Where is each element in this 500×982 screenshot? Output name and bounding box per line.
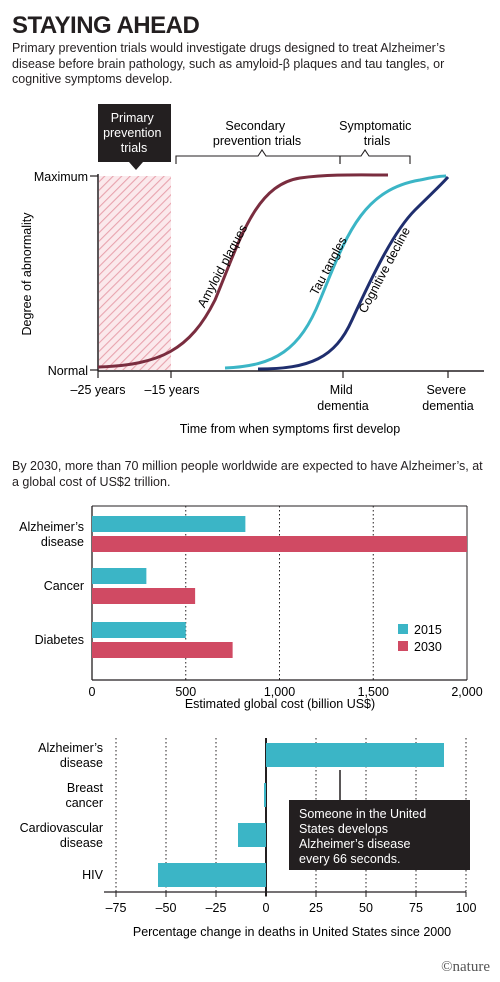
cost-x-axis-label: Estimated global cost (billion US$) xyxy=(185,697,375,711)
cost-chart: Alzheimer’s disease Cancer Diabetes 0 500 1,0… xyxy=(19,505,483,711)
deaths-x-tick: 50 xyxy=(359,901,373,915)
cost-bar-2030 xyxy=(92,536,467,552)
primary-line3: trials xyxy=(121,141,147,155)
legend-label-2030: 2030 xyxy=(414,640,442,654)
cost-bar-2015 xyxy=(92,568,147,584)
legend-swatch-2030 xyxy=(398,641,408,651)
amyloid-curve xyxy=(97,173,389,369)
annotation-line2: States develops xyxy=(299,822,388,836)
amyloid-label: Amyloid plaques xyxy=(195,222,250,310)
deaths-category-label: HIV xyxy=(82,868,104,882)
annotation-box xyxy=(289,800,470,870)
annotation-line4: every 66 seconds. xyxy=(299,852,400,866)
secondary-line1: Secondary xyxy=(225,119,286,133)
primary-trial-region xyxy=(99,176,171,370)
symptomatic-line2: trials xyxy=(364,134,390,148)
cognitive-label: Cognitive decline xyxy=(356,225,413,316)
x-tick-severe-line2: dementia xyxy=(422,399,473,413)
deaths-bar xyxy=(158,863,266,887)
deaths-category-label: Alzheimer’s disease xyxy=(38,741,103,770)
cost-x-tick: 2,000 xyxy=(451,685,482,699)
tau-curve xyxy=(224,174,447,370)
cost-x-tick: 500 xyxy=(175,685,196,699)
deaths-x-axis-label: Percentage change in deaths in United St… xyxy=(133,925,451,939)
x-tick-mild: Mild dementia xyxy=(317,383,368,413)
primary-trials-pointer xyxy=(129,162,143,170)
cost-bar-2030 xyxy=(92,642,233,658)
legend-swatch-2015 xyxy=(398,624,408,634)
deaths-x-tick: 100 xyxy=(456,901,477,915)
primary-line2: prevention xyxy=(103,126,161,140)
cost-category-label: Alzheimer’s disease xyxy=(19,520,84,549)
annotation-text: Someone in the United States develops Al… xyxy=(299,807,430,866)
annotation-line1: Someone in the United xyxy=(299,807,426,821)
deaths-bar xyxy=(238,823,266,847)
symptomatic-line1: Symptomatic xyxy=(339,119,411,133)
page-title: STAYING AHEAD xyxy=(12,12,200,39)
nature-credit: ©nature xyxy=(441,959,490,975)
deaths-x-tick: 75 xyxy=(409,901,423,915)
x-tick-minus25: –25 years xyxy=(71,383,126,397)
deaths-x-tick: 0 xyxy=(263,901,270,915)
deaths-x-tick: –25 xyxy=(206,901,227,915)
deaths-category-line: disease xyxy=(60,836,103,850)
progression-chart: Maximum Normal Degree of abnormality –25… xyxy=(20,104,484,436)
cost-category-label: Diabetes xyxy=(35,633,84,647)
y-axis-label: Degree of abnormality xyxy=(20,212,34,336)
cognitive-curve xyxy=(257,176,450,371)
primary-trials-box xyxy=(98,104,171,162)
page-subtitle: Primary prevention trials would investig… xyxy=(12,41,446,86)
deaths-category-line: disease xyxy=(60,756,103,770)
tau-label: Tau tangles xyxy=(307,235,349,298)
symptomatic-trials-label: Symptomatic trials xyxy=(339,119,415,148)
legend-label-2015: 2015 xyxy=(414,623,442,637)
deaths-x-tick: –75 xyxy=(106,901,127,915)
primary-line1: Primary xyxy=(111,111,155,125)
x-tick-mild-line1: Mild xyxy=(330,383,353,397)
deaths-x-tick: 25 xyxy=(309,901,323,915)
x-tick-mild-line2: dementia xyxy=(317,399,368,413)
deaths-bar xyxy=(264,783,266,807)
secondary-bracket xyxy=(175,149,341,164)
secondary-line2: prevention trials xyxy=(213,134,301,148)
cost-bar-2015 xyxy=(92,516,246,532)
cost-bar-2030 xyxy=(92,588,196,604)
y-tick-normal: Normal xyxy=(48,364,88,378)
deaths-bar xyxy=(266,743,444,767)
cost-x-tick: 0 xyxy=(89,685,96,699)
primary-trials-label: Primary prevention trials xyxy=(103,111,165,155)
annotation-line3: Alzheimer’s disease xyxy=(299,837,410,851)
secondary-trials-label: Secondary prevention trials xyxy=(213,119,301,148)
deaths-category-line: cancer xyxy=(65,796,103,810)
deaths-category-label: Cardiovascular disease xyxy=(20,821,103,850)
deaths-x-tick: –50 xyxy=(156,901,177,915)
cost-category-line: Alzheimer’s xyxy=(19,520,84,534)
deaths-category-line: Breast xyxy=(67,781,104,795)
x-tick-severe-line1: Severe xyxy=(426,383,466,397)
deaths-category-line: Alzheimer’s xyxy=(38,741,103,755)
cost-x-tick: 1,500 xyxy=(358,685,389,699)
y-tick-maximum: Maximum xyxy=(34,170,88,184)
cost-x-tick: 1,000 xyxy=(264,685,295,699)
deaths-category-line: Cardiovascular xyxy=(20,821,103,835)
cost-chart-intro: By 2030, more than 70 million people wor… xyxy=(12,459,483,489)
cost-category-label: Cancer xyxy=(44,579,84,593)
cost-category-line: disease xyxy=(41,535,84,549)
deaths-category-label: Breast cancer xyxy=(65,781,103,810)
cost-bar-2015 xyxy=(92,622,186,638)
x-tick-severe: Severe dementia xyxy=(422,383,473,413)
x-axis-label: Time from when symptoms first develop xyxy=(180,422,400,436)
x-tick-minus15: –15 years xyxy=(145,383,200,397)
symptomatic-bracket xyxy=(339,149,411,164)
